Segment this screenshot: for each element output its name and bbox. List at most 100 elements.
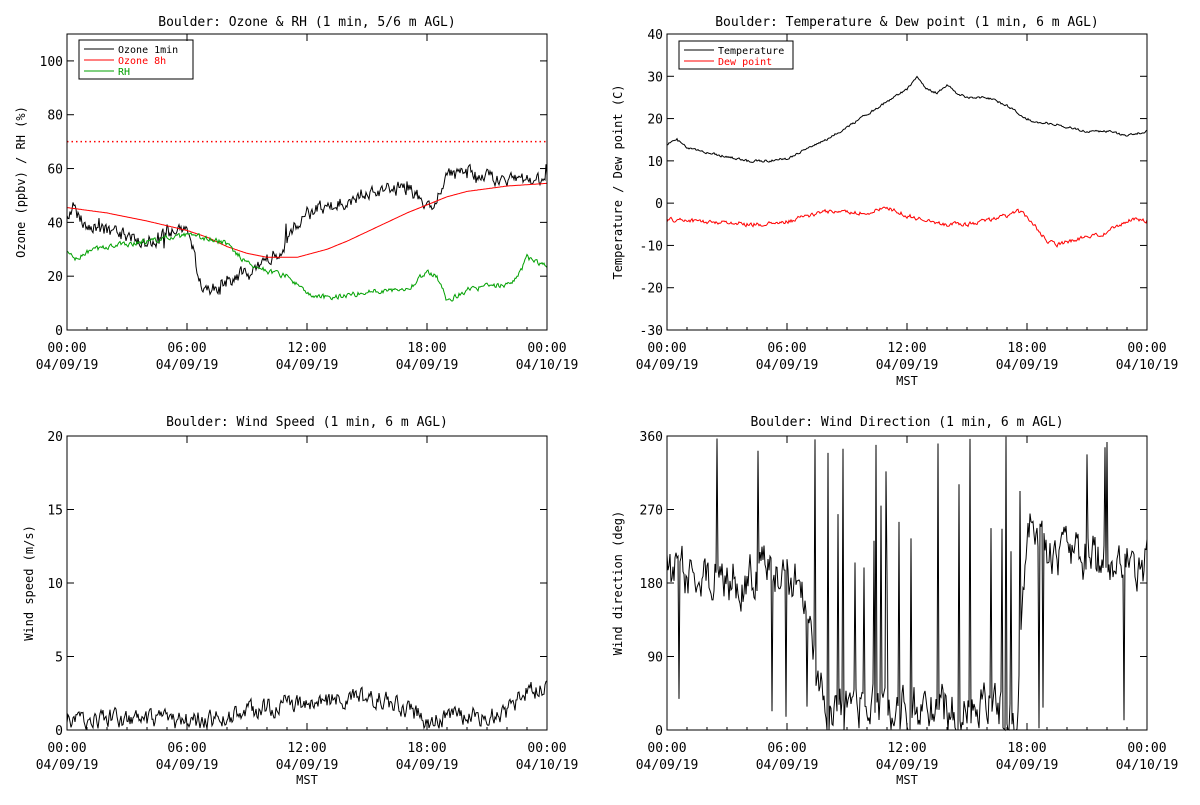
legend-label-ozone-1min: Ozone 1min — [118, 45, 178, 56]
wdir-ytick-label: 270 — [640, 504, 663, 519]
ozone-xtick-time-label: 06:00 — [167, 341, 206, 356]
temp-ytick-label: -20 — [640, 282, 663, 297]
wspd-ytick-label: 20 — [47, 430, 63, 445]
temp-xtick-time-label: 00:00 — [647, 341, 686, 356]
wdir-xtick-date-label: 04/09/19 — [876, 758, 939, 773]
ozone-xtick-time-label: 00:00 — [527, 341, 566, 356]
wdir-plot-frame — [666, 435, 1148, 731]
wdir-xtick-date-label: 04/09/19 — [996, 758, 1059, 773]
legend-label-dew-point: Dew point — [718, 57, 772, 68]
ozone-series-ozone-8h — [66, 182, 548, 258]
ozone-rh-panel: Boulder: Ozone & RH (1 min, 5/6 m AGL) O… — [14, 15, 578, 373]
wdir-ytick-label: 360 — [640, 430, 663, 445]
wdir-xtick-date-label: 04/10/19 — [1116, 758, 1179, 773]
wdir-xtick-time-label: 06:00 — [767, 741, 806, 756]
wdir-series-line — [666, 436, 1148, 732]
ozone-legend: Ozone 1min Ozone 8h RH — [78, 39, 194, 80]
temp-series-dew-point — [666, 206, 1148, 248]
ozone-series-rh — [66, 232, 548, 302]
wspd-xtick-time-label: 06:00 — [167, 741, 206, 756]
temp-ytick-label: -10 — [640, 239, 663, 254]
wspd-xtick-time-label: 00:00 — [47, 741, 86, 756]
wspd-y-axis-label: Wind speed (m/s) — [22, 525, 36, 641]
wdir-xtick-date-label: 04/09/19 — [756, 758, 819, 773]
wdir-xtick-time-label: 00:00 — [1127, 741, 1166, 756]
temp-legend: Temperature Dew point — [678, 40, 794, 70]
ozone-xtick-time-label: 12:00 — [287, 341, 326, 356]
temp-xtick-time-label: 12:00 — [887, 341, 926, 356]
temp-panel-title: Boulder: Temperature & Dew point (1 min,… — [715, 15, 1099, 30]
ozone-ytick-label: 40 — [47, 216, 63, 231]
wind-direction-panel: Boulder: Wind Direction (1 min, 6 m AGL)… — [611, 415, 1178, 787]
wind-speed-panel: Boulder: Wind Speed (1 min, 6 m AGL) Win… — [22, 415, 578, 787]
temp-xtick-date-label: 04/09/19 — [996, 358, 1059, 373]
wdir-series-layer — [666, 436, 1148, 732]
temp-x-axis-label: MST — [896, 374, 918, 388]
wspd-xtick-time-label: 12:00 — [287, 741, 326, 756]
ozone-panel-title: Boulder: Ozone & RH (1 min, 5/6 m AGL) — [158, 15, 455, 30]
wspd-ytick-label: 10 — [47, 577, 63, 592]
wdir-xtick-date-label: 04/09/19 — [636, 758, 699, 773]
temp-series-layer — [666, 75, 1148, 248]
wdir-ytick-label: 0 — [655, 724, 663, 739]
temp-xtick-time-label: 06:00 — [767, 341, 806, 356]
temp-plot-frame — [666, 33, 1148, 331]
legend-label-ozone-8h: Ozone 8h — [118, 56, 166, 67]
wspd-series-line — [66, 680, 548, 730]
wdir-panel-title: Boulder: Wind Direction (1 min, 6 m AGL) — [750, 415, 1063, 430]
wspd-xtick-time-label: 18:00 — [407, 741, 446, 756]
wspd-xtick-date-label: 04/09/19 — [396, 758, 459, 773]
legend-label-rh: RH — [118, 67, 130, 78]
wspd-x-axis-label: MST — [296, 773, 318, 787]
ozone-xtick-time-label: 18:00 — [407, 341, 446, 356]
wspd-ytick-label: 0 — [55, 724, 63, 739]
temp-series-temperature — [666, 75, 1148, 163]
wspd-xtick-time-label: 00:00 — [527, 741, 566, 756]
temp-xtick-date-label: 04/09/19 — [876, 358, 939, 373]
ozone-series-ozone-1min — [66, 163, 548, 296]
ozone-ytick-label: 100 — [40, 55, 63, 70]
ozone-xtick-date-label: 04/09/19 — [276, 358, 339, 373]
ozone-xtick-date-label: 04/09/19 — [396, 358, 459, 373]
wdir-ytick-label: 90 — [647, 651, 663, 666]
wdir-xtick-time-label: 12:00 — [887, 741, 926, 756]
wspd-xtick-date-label: 04/09/19 — [36, 758, 99, 773]
ozone-y-axis-label: Ozone (ppbv) / RH (%) — [14, 106, 28, 258]
temp-ytick-label: -30 — [640, 324, 663, 339]
ozone-xtick-date-label: 04/10/19 — [516, 358, 579, 373]
wspd-series-layer — [66, 680, 548, 730]
ozone-series-layer — [66, 140, 548, 302]
wdir-xtick-time-label: 18:00 — [1007, 741, 1046, 756]
temp-ytick-label: 40 — [647, 28, 663, 43]
wspd-plot-frame — [66, 435, 548, 731]
wspd-ytick-label: 15 — [47, 504, 63, 519]
temp-xtick-date-label: 04/09/19 — [756, 358, 819, 373]
ozone-xtick-date-label: 04/09/19 — [36, 358, 99, 373]
temp-legend-box — [678, 40, 794, 70]
ozone-ytick-label: 0 — [55, 324, 63, 339]
wspd-xtick-date-label: 04/10/19 — [516, 758, 579, 773]
wdir-y-axis-label: Wind direction (deg) — [611, 511, 625, 656]
wdir-ytick-label: 180 — [640, 577, 663, 592]
wspd-panel-title: Boulder: Wind Speed (1 min, 6 m AGL) — [166, 415, 448, 430]
temperature-dewpoint-panel: Boulder: Temperature & Dew point (1 min,… — [611, 15, 1178, 388]
temp-ytick-label: 0 — [655, 197, 663, 212]
temp-xtick-time-label: 18:00 — [1007, 341, 1046, 356]
temp-ytick-label: 10 — [647, 155, 663, 170]
temp-ytick-label: 20 — [647, 113, 663, 128]
temp-xtick-date-label: 04/10/19 — [1116, 358, 1179, 373]
ozone-ytick-label: 60 — [47, 163, 63, 178]
wspd-xtick-date-label: 04/09/19 — [276, 758, 339, 773]
temp-xtick-date-label: 04/09/19 — [636, 358, 699, 373]
temp-y-axis-label: Temperature / Dew point (C) — [611, 84, 625, 279]
temp-xtick-time-label: 00:00 — [1127, 341, 1166, 356]
ozone-ytick-label: 20 — [47, 270, 63, 285]
wspd-xtick-date-label: 04/09/19 — [156, 758, 219, 773]
legend-label-temperature: Temperature — [718, 46, 784, 57]
ozone-ytick-label: 80 — [47, 109, 63, 124]
ozone-xtick-time-label: 00:00 — [47, 341, 86, 356]
wspd-ytick-label: 5 — [55, 651, 63, 666]
wdir-xtick-time-label: 00:00 — [647, 741, 686, 756]
